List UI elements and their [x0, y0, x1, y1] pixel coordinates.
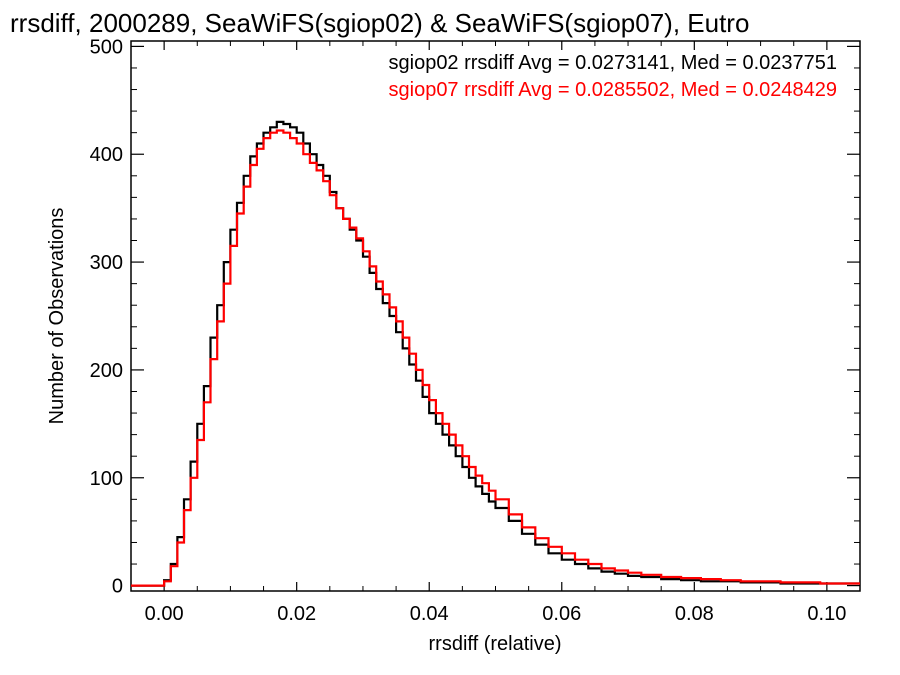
legend-entry-sgiop07: sgiop07 rrsdiff Avg = 0.0285502, Med = 0…	[389, 79, 838, 101]
y-tick-label: 300	[90, 252, 123, 274]
x-tick-label: 0.00	[145, 603, 184, 625]
x-tick-label: 0.02	[277, 603, 316, 625]
sgiop07-histogram-line	[131, 129, 860, 587]
y-axis-label: Number of Observations	[46, 208, 68, 425]
x-tick-label: 0.06	[542, 603, 581, 625]
y-tick-label: 400	[90, 144, 123, 166]
y-tick-label: 200	[90, 360, 123, 382]
chart-title: rrsdiff, 2000289, SeaWiFS(sgiop02) & Sea…	[10, 8, 749, 38]
x-tick-label: 0.04	[410, 603, 449, 625]
series-layer	[131, 120, 860, 587]
y-axis: 0 100 200 300 400 500	[90, 36, 860, 598]
y-tick-label: 500	[90, 36, 123, 58]
x-tick-label: 0.08	[675, 603, 714, 625]
x-tick-label: 0.10	[807, 603, 846, 625]
y-tick-label: 0	[112, 576, 123, 598]
x-axis: 0.00 0.02 0.04 0.06 0.08 0.10	[130, 41, 861, 625]
legend-entry-sgiop02: sgiop02 rrsdiff Avg = 0.0273141, Med = 0…	[389, 52, 838, 74]
y-tick-label: 100	[90, 468, 123, 490]
x-axis-label: rrsdiff (relative)	[429, 633, 562, 655]
